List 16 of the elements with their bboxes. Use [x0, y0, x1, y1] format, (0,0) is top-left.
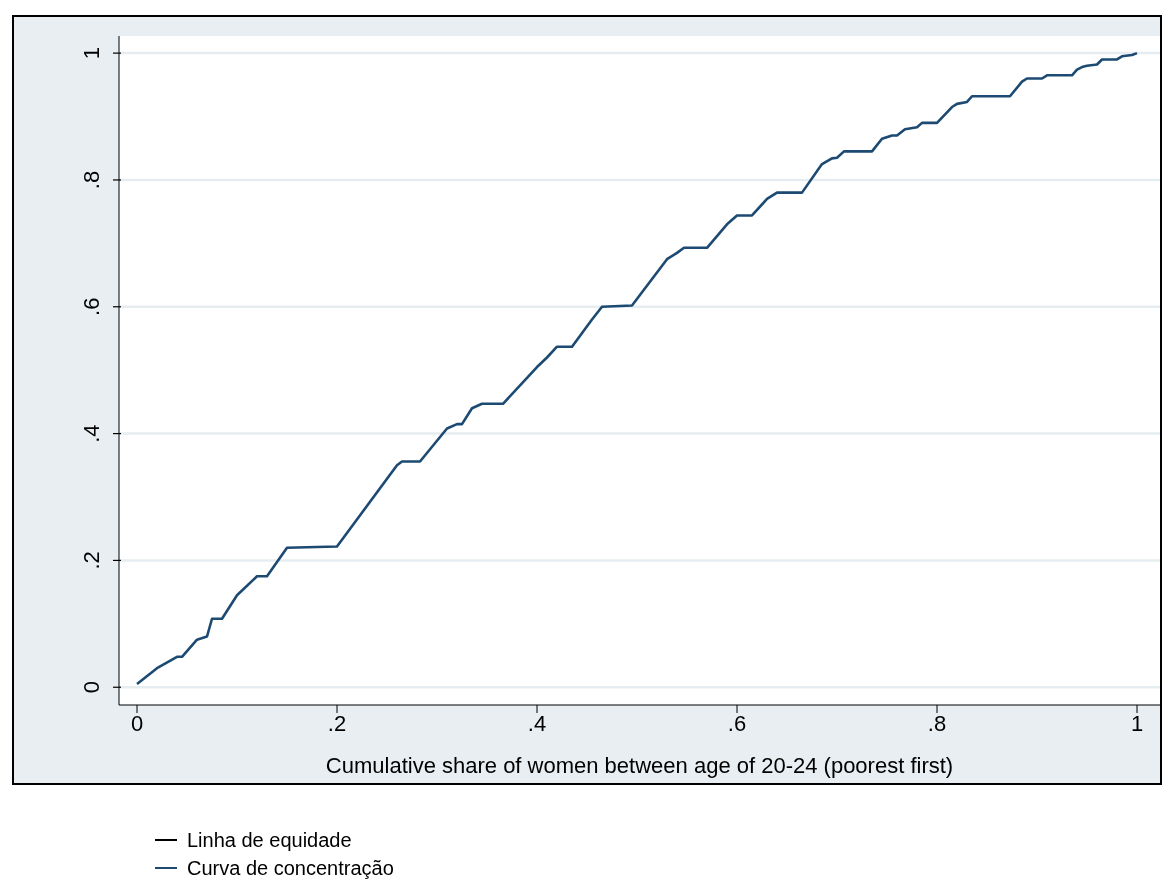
x-axis-title: Cumulative share of women between age of 20-24 (poorest first)	[324, 753, 955, 779]
line-series	[135, 51, 1139, 686]
y-tick-label: .6	[79, 297, 104, 316]
y-tick-label: 1	[79, 47, 104, 60]
legend-label: Linha de equidade	[187, 828, 352, 852]
x-tick-label: .6	[727, 710, 747, 736]
legend-label: Curva de concentração	[187, 856, 394, 880]
x-tick-label: 1	[1130, 710, 1144, 736]
y-tick-label: .8	[79, 170, 104, 190]
x-tick-label: .4	[527, 710, 547, 736]
x-tick-label: .8	[927, 710, 947, 736]
y-tick-label: .2	[79, 551, 104, 570]
x-tick-label: .2	[327, 710, 347, 736]
x-tick-label: 0	[130, 710, 144, 736]
y-tick-label: .4	[79, 424, 104, 443]
y-tick-label: 0	[79, 681, 104, 694]
